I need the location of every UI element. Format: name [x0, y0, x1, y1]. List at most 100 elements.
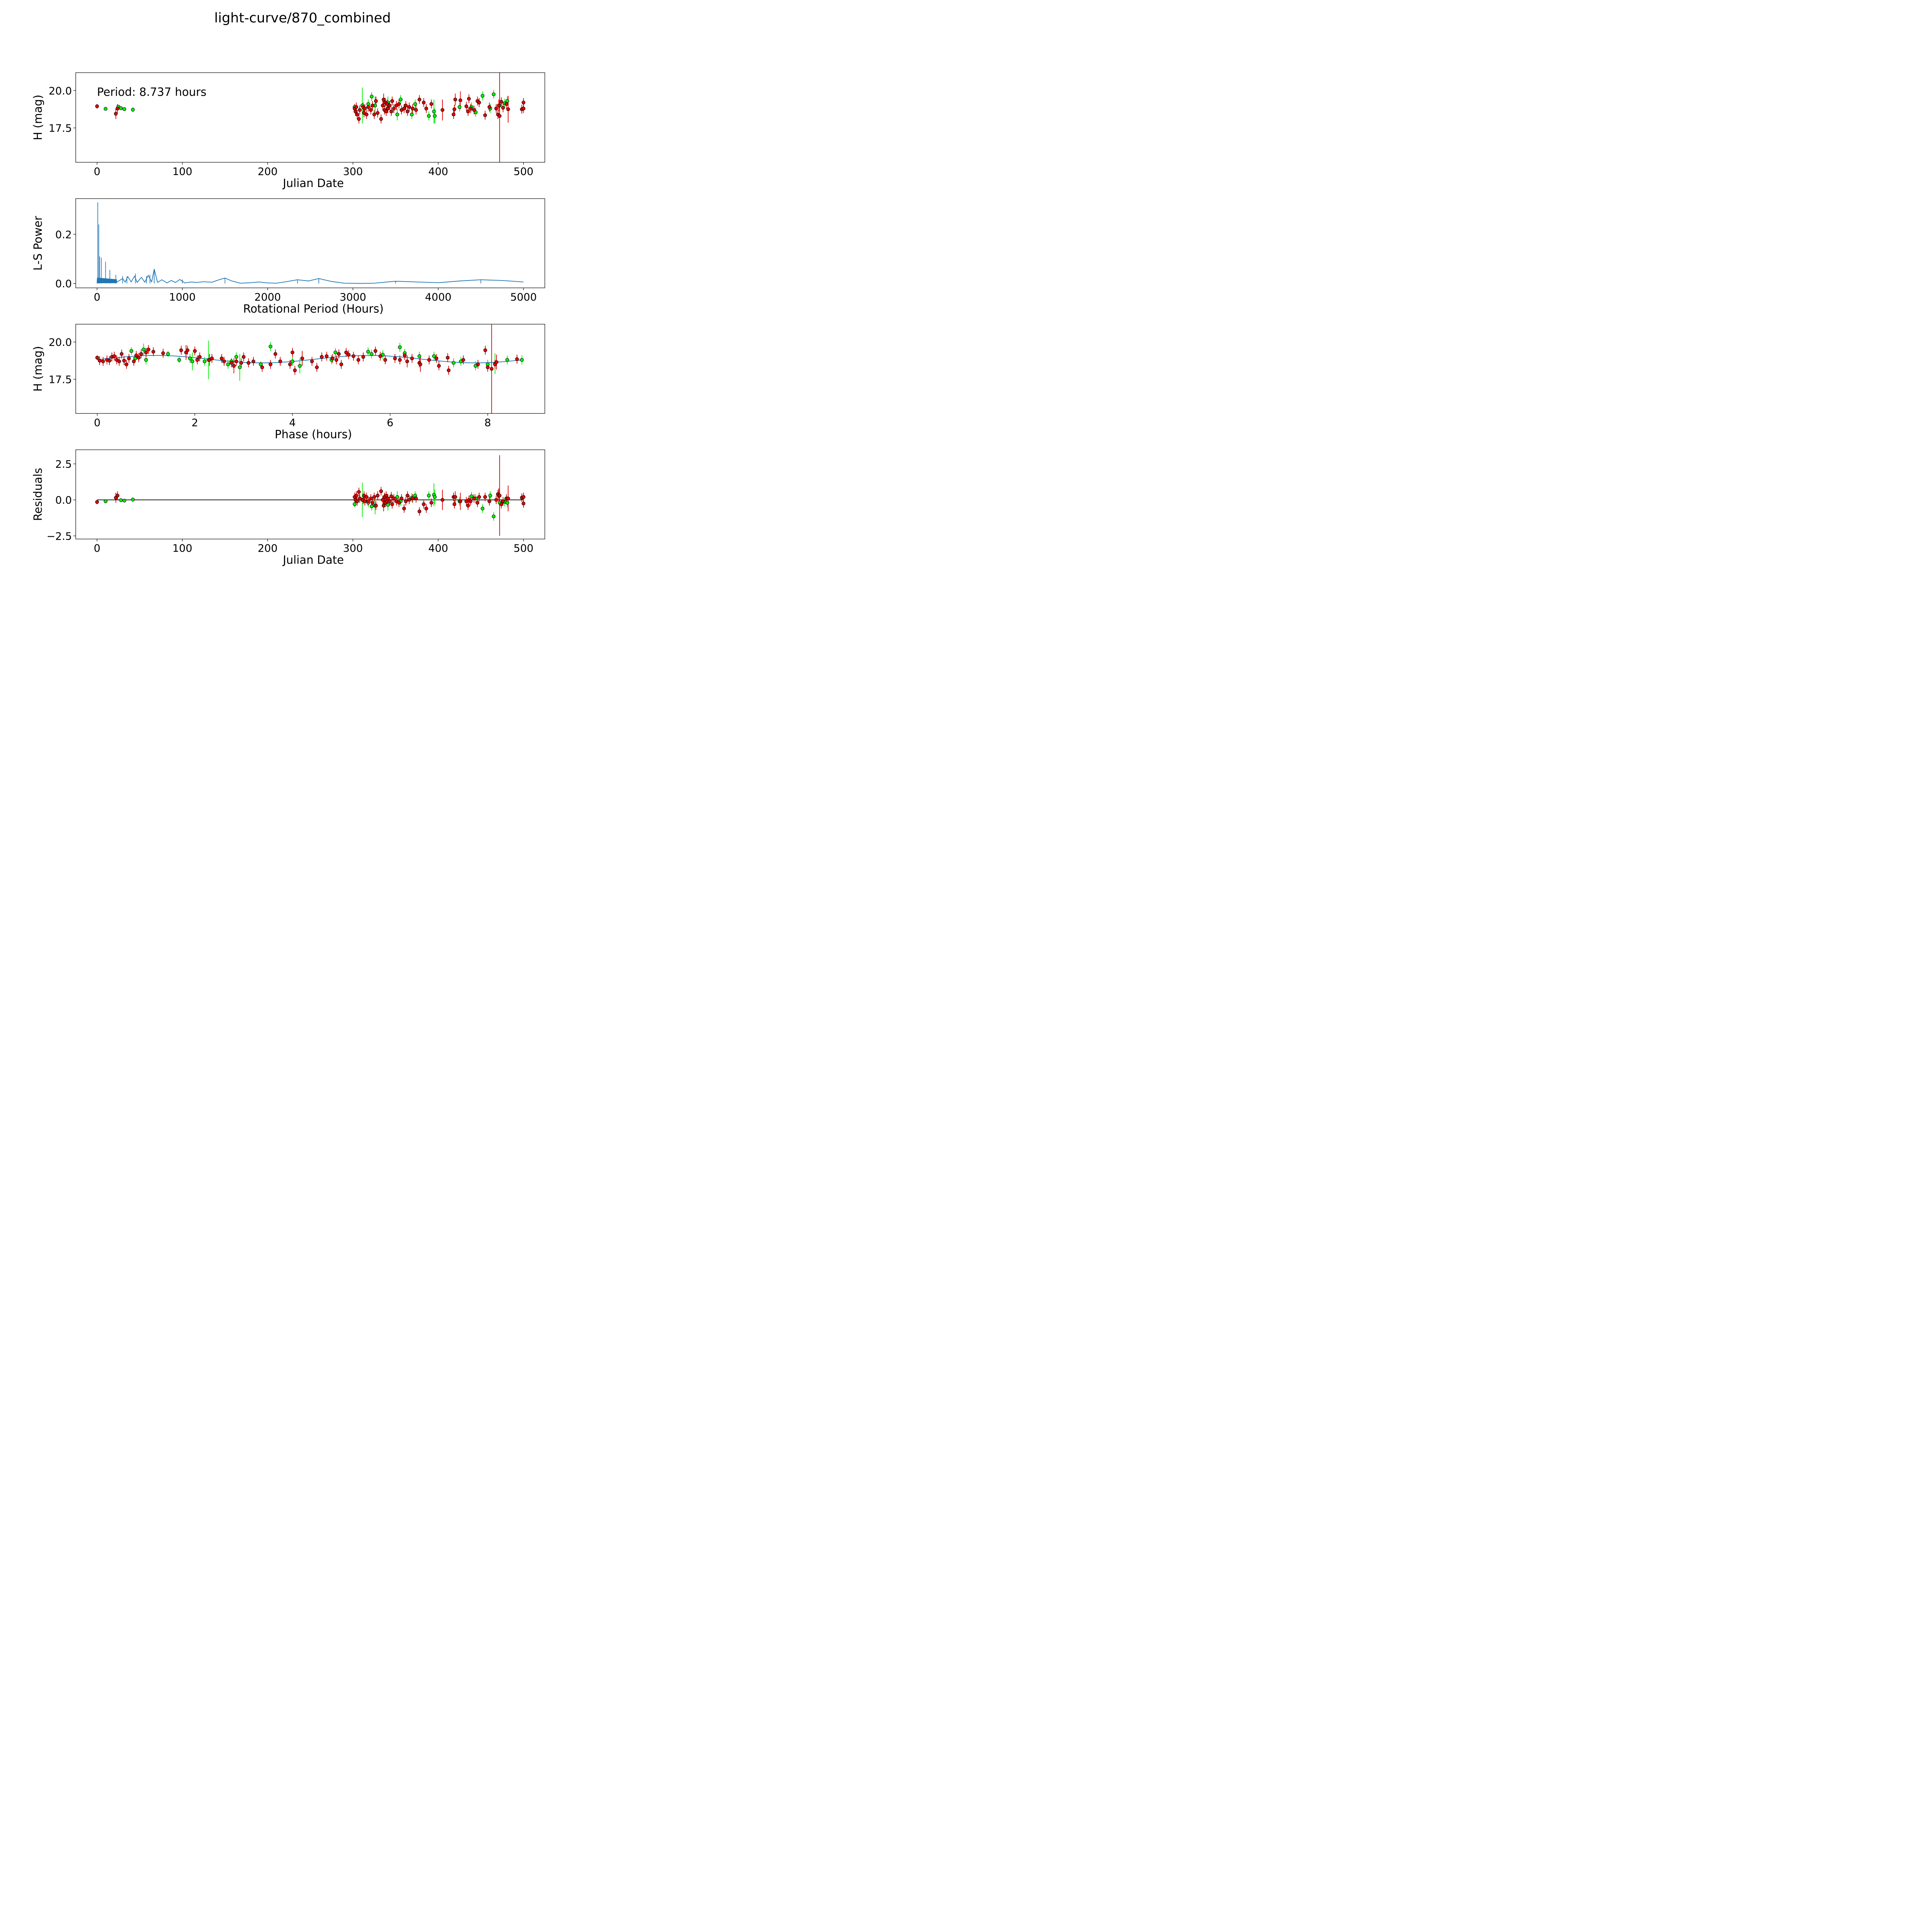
ls-x-tick-label: 3000 — [340, 291, 366, 303]
green-data-point — [369, 352, 374, 356]
ls-x-tick-label: 1000 — [169, 291, 196, 303]
red-data-point — [363, 499, 367, 503]
ls-plot-area — [76, 199, 545, 288]
red-data-point — [124, 362, 129, 366]
red-data-point — [239, 361, 243, 365]
resid-x-axis-label: Julian Date — [282, 553, 344, 566]
red-data-point — [139, 352, 143, 356]
periodogram-forest — [97, 277, 117, 284]
red-data-point — [440, 108, 444, 112]
red-data-point — [364, 495, 369, 499]
red-data-point — [483, 495, 487, 499]
red-data-point — [390, 99, 394, 103]
red-data-point — [469, 107, 473, 111]
red-data-point — [364, 112, 369, 117]
green-data-point — [131, 108, 135, 112]
red-data-point — [501, 499, 505, 503]
red-data-point — [464, 104, 468, 108]
red-data-point — [452, 112, 456, 117]
red-data-point — [403, 354, 407, 357]
red-data-point — [354, 109, 357, 114]
red-data-point — [446, 355, 450, 360]
green-data-point — [399, 97, 403, 102]
green-data-point — [226, 362, 230, 366]
red-data-point — [119, 352, 124, 356]
green-data-point — [234, 355, 238, 359]
red-data-point — [369, 108, 373, 112]
red-data-point — [424, 507, 428, 510]
green-data-point — [104, 499, 108, 503]
red-data-point — [381, 104, 385, 107]
green-data-point — [469, 494, 473, 498]
green-data-point — [298, 364, 302, 368]
red-data-point — [400, 497, 403, 500]
red-data-point — [515, 357, 519, 361]
phase-y-axis-label: H (mag) — [31, 346, 44, 391]
red-data-point — [376, 493, 380, 498]
green-data-point — [395, 495, 399, 499]
red-data-point — [351, 354, 355, 358]
red-data-point — [369, 497, 373, 500]
red-data-point — [361, 355, 365, 359]
red-data-point — [356, 358, 361, 362]
red-data-point — [386, 107, 390, 111]
green-data-point — [433, 495, 437, 499]
red-data-point — [330, 356, 335, 361]
red-data-point — [252, 359, 255, 364]
red-data-point — [195, 358, 199, 362]
lc-x-tick-label: 200 — [258, 166, 278, 178]
red-data-point — [179, 348, 183, 352]
ls-y-tick-label: 0.0 — [55, 278, 72, 290]
red-data-point — [354, 493, 358, 498]
red-data-point — [232, 364, 236, 368]
red-data-point — [398, 358, 402, 362]
green-data-point — [488, 493, 492, 498]
red-data-point — [384, 493, 388, 498]
red-data-point — [278, 359, 282, 364]
green-data-point — [122, 107, 126, 111]
red-data-point — [411, 497, 415, 500]
green-data-point — [481, 507, 485, 510]
panel-periodogram: 0 1000 2000 3000 4000 5000 0.0 0.2 Rotational Pe… — [31, 198, 545, 315]
red-data-point — [453, 495, 457, 499]
red-data-point — [497, 104, 501, 107]
ls-frame — [75, 198, 545, 288]
red-data-point — [404, 104, 408, 107]
red-data-point — [116, 107, 119, 111]
red-data-point — [466, 109, 470, 114]
resid-x-tick-label: 400 — [428, 543, 448, 554]
green-data-point — [188, 356, 192, 361]
ls-x-axis-label: Rotational Period (Hours) — [243, 302, 384, 315]
red-data-point — [373, 349, 378, 353]
red-data-point — [417, 97, 422, 102]
lc-y-tick-label: 20.0 — [49, 85, 72, 97]
red-data-point — [185, 348, 190, 352]
red-data-point — [260, 365, 264, 369]
red-data-point — [522, 100, 526, 105]
red-data-point — [127, 356, 131, 361]
red-data-point — [366, 105, 370, 109]
phase-frame — [75, 324, 545, 414]
red-data-point — [234, 359, 238, 364]
red-data-point — [384, 109, 388, 114]
red-data-point — [422, 502, 426, 506]
red-data-point — [476, 362, 480, 366]
red-data-point — [392, 497, 396, 500]
red-data-point — [402, 507, 406, 510]
green-data-point — [352, 502, 357, 506]
red-data-point — [429, 102, 434, 106]
panel-light-curve: 0 100 200 300 400 500 17.5 20.0 Julian Date H (ma… — [31, 72, 545, 190]
red-data-point — [355, 112, 359, 117]
green-data-point — [104, 107, 108, 111]
periodogram-line — [116, 269, 524, 284]
panel-phase: 0 2 4 6 8 17.5 20.0 Phase (hours) H (mag) — [31, 324, 545, 441]
red-data-point — [379, 117, 383, 121]
red-data-point — [366, 499, 370, 503]
red-data-point — [417, 509, 422, 514]
red-data-point — [161, 351, 165, 355]
red-data-point — [210, 356, 214, 361]
red-data-point — [389, 109, 393, 114]
red-data-point — [357, 117, 361, 121]
green-data-point — [366, 350, 370, 354]
red-data-point — [390, 502, 394, 506]
